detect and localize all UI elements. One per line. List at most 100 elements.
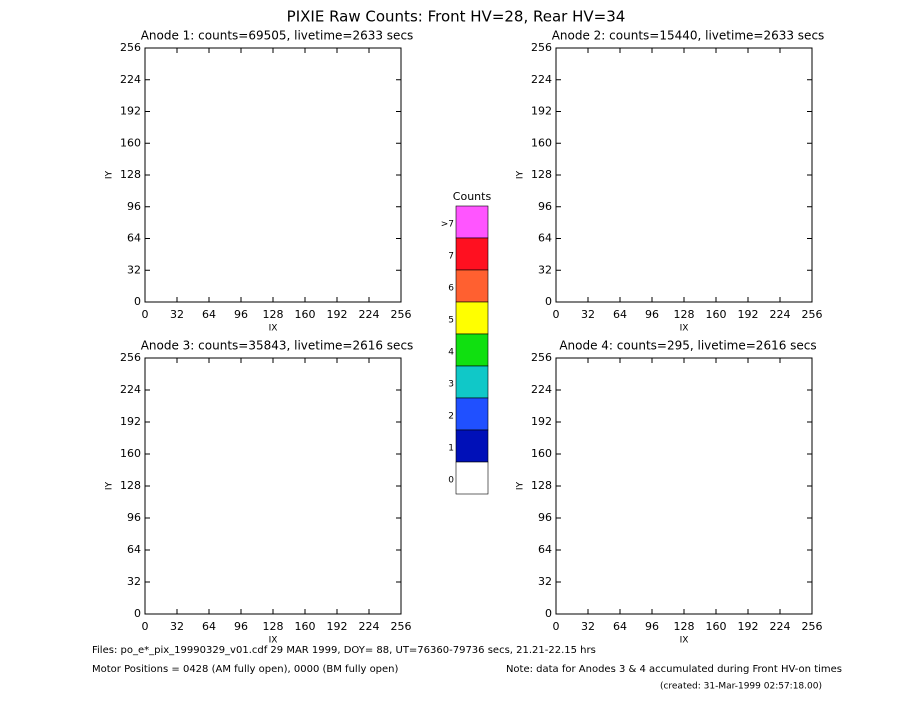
plot-frame	[555, 357, 813, 615]
x-tick-label: 32	[170, 620, 184, 633]
x-tick-label: 128	[674, 308, 695, 321]
colorbar-swatch	[455, 397, 489, 431]
y-tick-label: 256	[120, 41, 141, 54]
x-tick-label: 224	[359, 308, 380, 321]
panel-title: Anode 1: counts=69505, livetime=2633 sec…	[141, 29, 414, 43]
plot-frame	[144, 357, 402, 615]
y-tick-label: 128	[531, 479, 552, 492]
colorbar-swatch	[455, 333, 489, 367]
y-tick-label: 128	[120, 479, 141, 492]
y-tick-label: 64	[127, 232, 141, 245]
plot-frame	[144, 47, 402, 303]
colorbar-swatch	[455, 205, 489, 239]
x-tick-label: 0	[142, 308, 149, 321]
y-tick-label: 128	[120, 168, 141, 181]
footer-created: (created: 31-Mar-1999 02:57:18.00)	[660, 682, 822, 692]
y-tick-label: 96	[127, 200, 141, 213]
x-tick-label: 64	[613, 620, 627, 633]
y-tick-label: 160	[531, 447, 552, 460]
plot-frame	[555, 47, 813, 303]
y-tick-label: 224	[531, 73, 552, 86]
x-tick-label: 0	[142, 620, 149, 633]
x-tick-label: 96	[645, 308, 659, 321]
y-tick-label: 0	[134, 607, 141, 620]
x-tick-label: 160	[295, 308, 316, 321]
y-axis-label: IY	[516, 481, 526, 490]
x-tick-label: 128	[674, 620, 695, 633]
colorbar-label: 6	[448, 284, 454, 294]
x-tick-label: 64	[202, 308, 216, 321]
y-tick-label: 96	[538, 511, 552, 524]
y-tick-label: 192	[531, 105, 552, 118]
y-tick-label: 256	[531, 351, 552, 364]
x-tick-label: 160	[295, 620, 316, 633]
y-tick-label: 192	[531, 415, 552, 428]
x-tick-label: 32	[581, 308, 595, 321]
y-tick-label: 256	[531, 41, 552, 54]
main-title: PIXIE Raw Counts: Front HV=28, Rear HV=3…	[287, 8, 626, 26]
y-tick-label: 160	[120, 136, 141, 149]
colorbar-label: 2	[448, 412, 454, 422]
panel-title: Anode 4: counts=295, livetime=2616 secs	[559, 339, 816, 353]
x-tick-label: 256	[391, 308, 412, 321]
y-tick-label: 32	[127, 575, 141, 588]
y-tick-label: 32	[538, 575, 552, 588]
x-tick-label: 224	[359, 620, 380, 633]
x-tick-label: 64	[613, 308, 627, 321]
y-tick-label: 64	[538, 543, 552, 556]
x-tick-label: 192	[738, 308, 759, 321]
x-tick-label: 256	[802, 620, 823, 633]
footer-files: Files: po_e*_pix_19990329_v01.cdf 29 MAR…	[92, 645, 596, 656]
x-tick-label: 96	[645, 620, 659, 633]
y-tick-label: 32	[127, 263, 141, 276]
colorbar-title: Counts	[453, 190, 492, 203]
x-tick-label: 160	[706, 620, 727, 633]
x-axis-label: IX	[269, 324, 278, 334]
x-axis-label: IX	[269, 636, 278, 646]
x-tick-label: 224	[770, 308, 791, 321]
colorbar-label: 4	[448, 348, 454, 358]
x-tick-label: 96	[234, 308, 248, 321]
y-tick-label: 192	[120, 415, 141, 428]
x-tick-label: 192	[327, 620, 348, 633]
colorbar-label: 7	[448, 252, 454, 262]
colorbar-swatch	[455, 365, 489, 399]
x-tick-label: 0	[553, 620, 560, 633]
y-tick-label: 160	[120, 447, 141, 460]
x-tick-label: 160	[706, 308, 727, 321]
x-tick-label: 96	[234, 620, 248, 633]
x-tick-label: 32	[170, 308, 184, 321]
y-tick-label: 96	[127, 511, 141, 524]
y-tick-label: 64	[538, 232, 552, 245]
panel-title: Anode 3: counts=35843, livetime=2616 sec…	[141, 339, 414, 353]
y-tick-label: 64	[127, 543, 141, 556]
y-tick-label: 224	[120, 383, 141, 396]
y-tick-label: 0	[134, 295, 141, 308]
x-tick-label: 128	[263, 308, 284, 321]
x-tick-label: 256	[802, 308, 823, 321]
y-tick-label: 256	[120, 351, 141, 364]
y-tick-label: 0	[545, 607, 552, 620]
y-tick-label: 224	[531, 383, 552, 396]
x-tick-label: 64	[202, 620, 216, 633]
colorbar-label: 3	[448, 380, 454, 390]
y-tick-label: 0	[545, 295, 552, 308]
x-tick-label: 192	[738, 620, 759, 633]
x-tick-label: 192	[327, 308, 348, 321]
x-tick-label: 256	[391, 620, 412, 633]
y-axis-label: IY	[105, 481, 115, 490]
colorbar-swatch	[455, 429, 489, 463]
y-tick-label: 32	[538, 263, 552, 276]
colorbar-label: >7	[441, 220, 454, 230]
footer-note: Note: data for Anodes 3 & 4 accumulated …	[506, 664, 842, 675]
colorbar-label: 0	[448, 476, 454, 486]
footer-motor: Motor Positions = 0428 (AM fully open), …	[92, 664, 399, 675]
colorbar-label: 1	[448, 444, 454, 454]
y-tick-label: 128	[531, 168, 552, 181]
y-axis-label: IY	[105, 170, 115, 179]
colorbar-swatch	[455, 301, 489, 335]
x-tick-label: 128	[263, 620, 284, 633]
y-axis-label: IY	[516, 170, 526, 179]
x-tick-label: 32	[581, 620, 595, 633]
